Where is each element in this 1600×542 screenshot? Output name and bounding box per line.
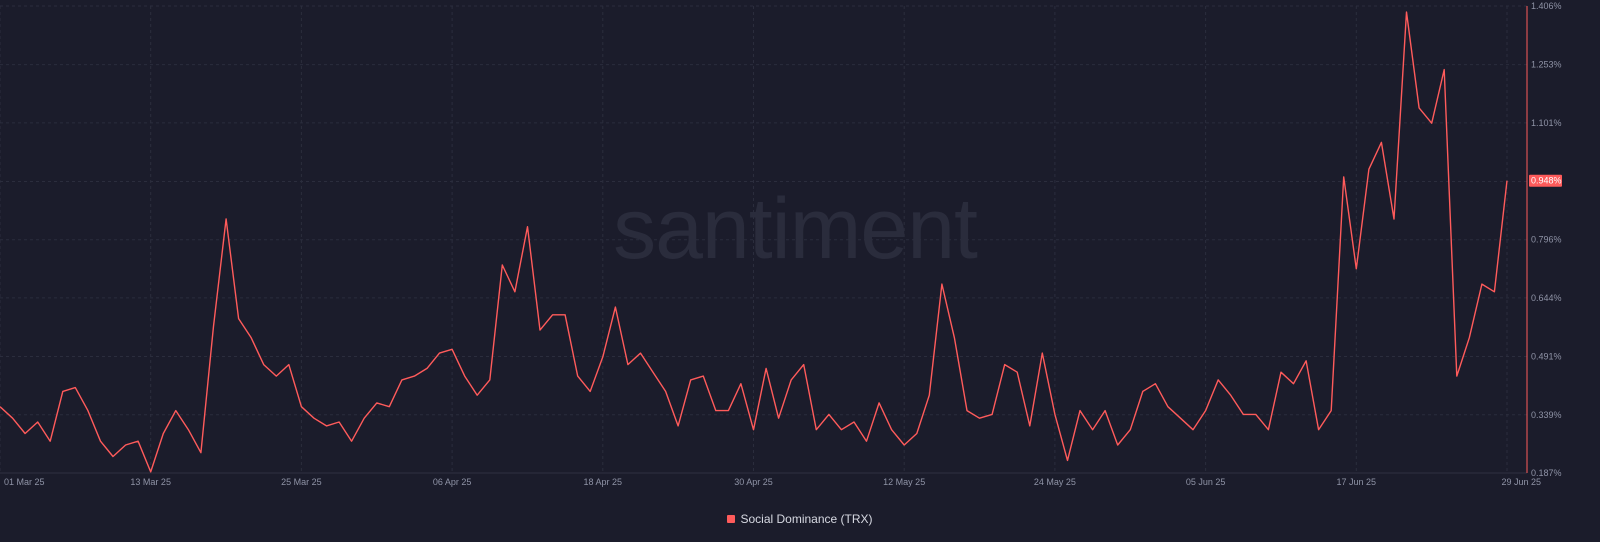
x-tick-label: 30 Apr 25 xyxy=(734,477,773,487)
legend[interactable]: Social Dominance (TRX) xyxy=(0,512,1600,526)
last-value-badge-bg xyxy=(1529,174,1562,187)
y-tick-label: 0.491% xyxy=(1531,352,1562,362)
y-tick-label: 0.339% xyxy=(1531,410,1562,420)
x-tick-label: 05 Jun 25 xyxy=(1186,477,1226,487)
last-value-label: 0.948% xyxy=(1531,176,1562,186)
x-tick-label: 29 Jun 25 xyxy=(1501,477,1541,487)
x-tick-label: 12 May 25 xyxy=(883,477,925,487)
x-tick-label: 18 Apr 25 xyxy=(584,477,623,487)
legend-swatch-icon xyxy=(727,515,736,523)
y-tick-label: 1.101% xyxy=(1531,118,1562,128)
x-tick-label: 24 May 25 xyxy=(1034,477,1076,487)
y-axis: 1.406% 1.253% 1.101% 0.948% 0.796% 0.644% 0.49… xyxy=(1526,1,1562,478)
x-tick-label: 25 Mar 25 xyxy=(281,477,322,487)
y-tick-label: 0.796% xyxy=(1531,235,1562,245)
x-tick-label: 06 Apr 25 xyxy=(433,477,472,487)
y-tick-label: 1.406% xyxy=(1531,1,1562,11)
x-tick-label: 17 Jun 25 xyxy=(1337,477,1377,487)
legend-label: Social Dominance (TRX) xyxy=(740,512,873,526)
watermark-text: santiment xyxy=(613,181,978,277)
last-value-badge: 0.948% xyxy=(1529,174,1562,187)
y-tick-label: 0.644% xyxy=(1531,293,1562,303)
y-tick-label: 0.187% xyxy=(1531,468,1562,478)
y-tick-label: 1.253% xyxy=(1531,60,1562,70)
x-tick-label: 13 Mar 25 xyxy=(130,477,171,487)
x-axis: 01 Mar 25 13 Mar 25 25 Mar 25 06 Apr 25 18 A… xyxy=(0,472,1541,487)
series-layer xyxy=(0,11,1508,473)
x-tick-label: 01 Mar 25 xyxy=(4,477,45,487)
